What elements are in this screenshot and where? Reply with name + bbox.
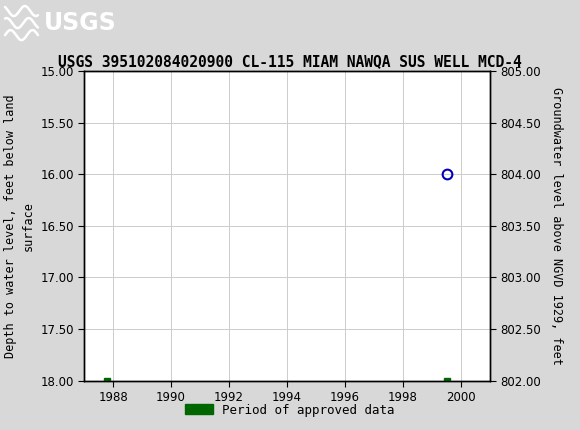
Legend: Period of approved data: Period of approved data	[180, 399, 400, 421]
Y-axis label: Depth to water level, feet below land
surface: Depth to water level, feet below land su…	[3, 94, 35, 358]
Text: USGS: USGS	[44, 11, 117, 34]
Y-axis label: Groundwater level above NGVD 1929, feet: Groundwater level above NGVD 1929, feet	[550, 87, 563, 365]
Text: USGS 395102084020900 CL-115 MIAM NAWQA SUS WELL MCD-4: USGS 395102084020900 CL-115 MIAM NAWQA S…	[58, 54, 522, 69]
